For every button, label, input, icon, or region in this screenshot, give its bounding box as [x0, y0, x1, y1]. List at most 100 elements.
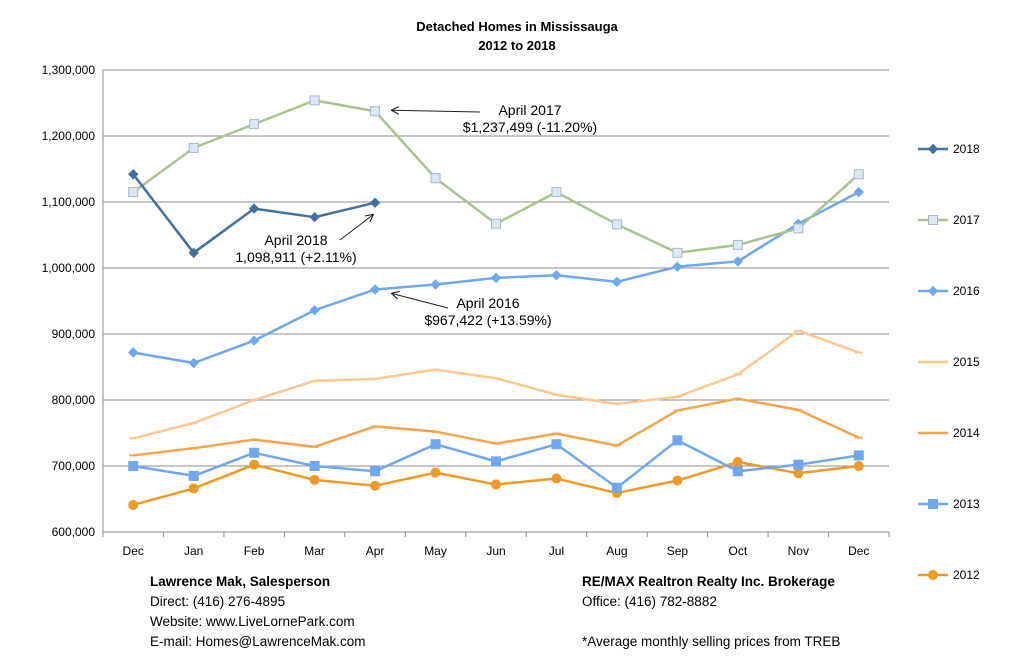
- x-tick-label: Jun: [486, 544, 505, 558]
- square-marker: [551, 439, 562, 450]
- legend-item-2012: 2012: [918, 568, 980, 582]
- diamond-marker: [490, 272, 502, 284]
- series-2018: [128, 169, 381, 259]
- y-tick-label: 800,000: [52, 393, 96, 407]
- y-tick-label: 700,000: [52, 459, 96, 473]
- x-tick-label: Mar: [304, 544, 325, 558]
- series-2015: [129, 329, 863, 440]
- series-line-2015: [132, 329, 860, 440]
- diamond-marker: [611, 276, 623, 288]
- square-marker: [732, 466, 743, 477]
- legend-label: 2017: [953, 213, 980, 227]
- series-lines: [128, 95, 864, 510]
- agent-website: Website: www.LiveLornePark.com: [150, 614, 355, 629]
- x-tick-label: Dec: [123, 544, 144, 558]
- circle-marker: [491, 479, 501, 490]
- series-2016: [128, 186, 864, 369]
- circle-marker: [188, 483, 199, 494]
- diamond-marker: [672, 261, 683, 272]
- diamond-marker: [188, 357, 199, 369]
- square-marker: [611, 482, 622, 493]
- circle-marker: [370, 480, 381, 491]
- circle-marker: [249, 459, 260, 470]
- annotation-arrow: [392, 110, 481, 112]
- open-square-marker: [430, 173, 441, 184]
- circle-marker: [928, 570, 938, 580]
- square-marker: [672, 435, 683, 446]
- legend-label: 2018: [953, 142, 980, 156]
- agent-email: E-mail: Homes@LawrenceMak.com: [150, 634, 366, 649]
- brokerage-contact: RE/MAX Realtron Realty Inc. Brokerage Of…: [582, 572, 840, 652]
- diamond-marker: [853, 186, 864, 198]
- open-square-marker: [309, 95, 320, 106]
- x-tick-label: Apr: [366, 544, 385, 558]
- square-marker: [370, 466, 381, 477]
- open-square-marker: [491, 218, 501, 229]
- diamond-marker: [369, 284, 381, 295]
- legend: 2018 2017 2016 2015 2014 2013 2012: [918, 142, 980, 582]
- open-square-marker: [853, 169, 864, 180]
- square-marker: [430, 439, 441, 450]
- x-tick-label: Feb: [244, 544, 265, 558]
- y-tick-label: 1,200,000: [42, 129, 96, 143]
- series-line-2014: [133, 397, 860, 457]
- open-square-marker: [732, 239, 743, 250]
- diamond-marker: [430, 279, 441, 290]
- annotation-text: April 2016: [456, 295, 519, 311]
- legend-item-2018: 2018: [918, 142, 980, 156]
- spacer: [582, 612, 840, 632]
- open-square-marker: [793, 223, 804, 234]
- open-square-marker: [551, 187, 562, 198]
- legend-item-2014: 2014: [918, 426, 980, 440]
- legend-item-2016: 2016: [918, 284, 980, 298]
- open-square-marker: [611, 219, 622, 230]
- circle-marker: [793, 468, 804, 479]
- annotation-text: 1,098,911 (+2.11%): [235, 249, 356, 265]
- square-marker: [249, 447, 260, 458]
- diamond-marker: [248, 335, 260, 346]
- diamond-marker: [309, 305, 320, 316]
- legend-label: 2015: [953, 355, 980, 369]
- diamond-marker: [551, 270, 562, 281]
- x-axis: Dec Jan Feb Mar Apr May Jun Jul Aug Sep Oct Nov Dec: [102, 532, 890, 558]
- circle-marker: [551, 473, 562, 484]
- y-tick-label: 1,000,000: [42, 261, 96, 275]
- legend-item-2017: 2017: [918, 213, 980, 227]
- legend-label: 2014: [953, 426, 980, 440]
- square-marker: [793, 459, 804, 470]
- series-2012: [128, 457, 864, 510]
- annotation-text: April 2017: [498, 102, 561, 118]
- series-2013: [128, 435, 864, 493]
- circle-marker: [309, 474, 320, 485]
- circle-marker: [672, 475, 683, 486]
- legend-label: 2012: [953, 568, 980, 582]
- agent-direct-phone: Direct: (416) 276-4895: [150, 594, 286, 609]
- diamond-marker: [369, 197, 381, 208]
- square-marker: [188, 470, 199, 481]
- square-marker: [928, 499, 938, 509]
- x-tick-label: Oct: [729, 544, 748, 558]
- circle-marker: [430, 467, 441, 478]
- series-2014: [129, 397, 863, 457]
- y-axis: 600,000 700,000 800,000 900,000 1,000,000 1,1…: [42, 63, 104, 539]
- x-tick-label: Aug: [606, 544, 627, 558]
- annotation-arrow: [339, 215, 373, 241]
- y-tick-label: 1,100,000: [42, 195, 96, 209]
- x-tick-label: Sep: [667, 544, 689, 558]
- annotation-2017: April 2017$1,237,499 (-11.20%): [392, 102, 597, 135]
- chart-title: Detached Homes in Mississauga: [416, 19, 618, 34]
- diamond-marker: [927, 143, 939, 155]
- x-tick-label: May: [424, 544, 447, 558]
- open-square-marker: [249, 119, 260, 130]
- open-square-marker: [672, 247, 683, 258]
- square-marker: [309, 461, 320, 471]
- legend-label: 2013: [953, 497, 980, 511]
- legend-item-2015: 2015: [918, 355, 980, 369]
- open-square-marker: [370, 106, 381, 117]
- y-tick-label: 900,000: [52, 327, 96, 341]
- annotation-2016: April 2016$967,422 (+13.59%): [392, 294, 552, 328]
- square-marker: [853, 450, 864, 461]
- annotation-text: $967,422 (+13.59%): [424, 312, 551, 328]
- diamond-marker: [128, 347, 139, 358]
